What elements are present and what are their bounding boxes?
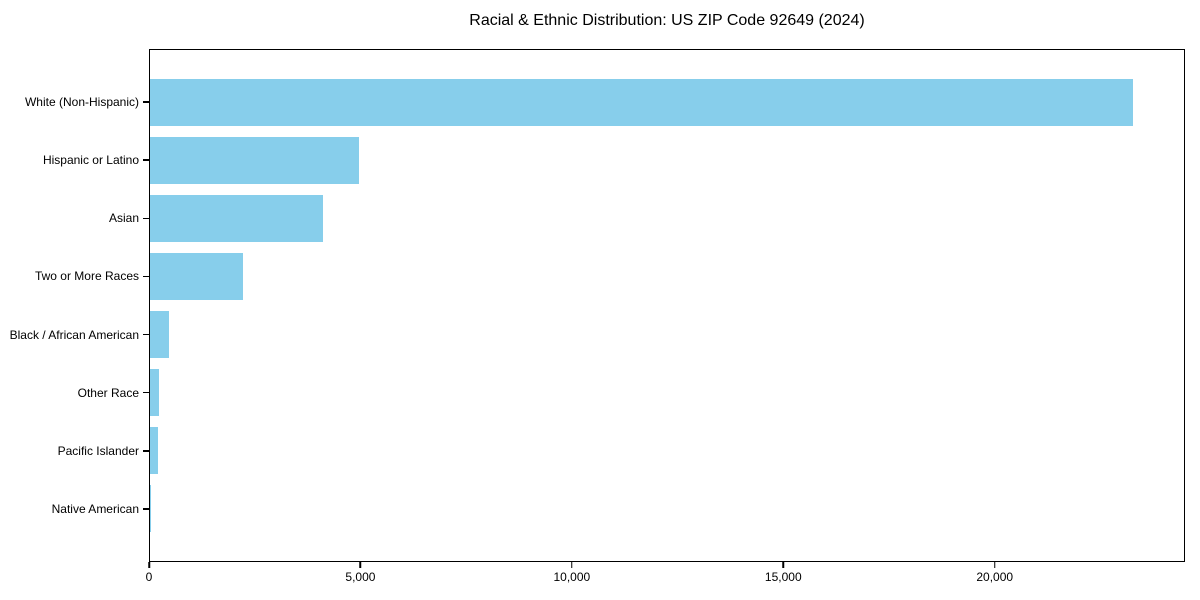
bar-two-or-more-races [150,252,243,300]
y-axis-tick [142,333,149,336]
bar-row: Pacific Islander [58,422,1184,480]
y-tick-label: Hispanic or Latino [42,153,139,168]
bar-hispanic-or-latino [150,136,359,184]
y-tick-label: Native American [51,501,139,516]
bar-rows: White (Non-Hispanic) Hispanic or Latino As… [10,73,1184,538]
x-tick-label: 0 [145,570,153,584]
bar-native-american [150,485,151,533]
y-tick-label: Pacific Islander [57,443,139,458]
bar-white-non-hispanic [150,78,1134,126]
y-axis-tick [142,508,149,510]
y-axis-tick [142,101,149,103]
x-axis-tick [571,562,573,568]
y-tick-label: Other Race [77,385,139,400]
x-tick-label: 15,000 [764,570,802,584]
x-axis-tick [993,562,996,568]
bar-other-race [150,369,159,417]
bar-asian [150,194,324,242]
y-axis-tick [142,159,149,161]
y-tick-label: White (Non-Hispanic) [24,95,139,110]
y-axis-tick [142,391,149,394]
bar-row: Other Race [78,364,1184,422]
x-tick-label: 20,000 [976,570,1014,584]
chart-title: Racial & Ethnic Distribution: US ZIP Cod… [469,12,865,29]
bar-row: Two or More Races [35,247,1184,305]
x-tick-label: 5,000 [345,570,376,584]
y-tick-label: Asian [108,211,139,226]
x-axis-tick [782,562,785,568]
y-tick-label: Two or More Races [34,269,139,284]
bar-row: Hispanic or Latino [43,131,1184,189]
bar-row: Asian [109,189,1184,247]
y-axis-tick [142,217,149,220]
bar-row: Native American [52,480,1184,538]
bar-row: Black / African American [10,306,1184,364]
x-axis-tick [148,562,150,568]
plot-area: White (Non-Hispanic) Hispanic or Latino As… [10,49,1185,562]
x-axis: 0 5,000 10,000 15,000 20,000 [145,562,1185,592]
x-tick-label: 10,000 [553,570,591,584]
y-tick-label: Black / African American [9,327,139,342]
x-axis-tick [359,562,362,568]
bar-black-african-american [150,311,169,359]
bar-row: White (Non-Hispanic) [25,73,1184,131]
y-axis-tick [142,450,149,452]
y-axis-tick [142,275,149,278]
bar-pacific-islander [150,427,159,475]
